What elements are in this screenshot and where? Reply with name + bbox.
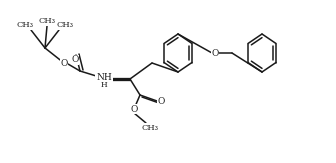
Text: NH: NH [96, 74, 112, 82]
Text: CH₃: CH₃ [16, 21, 34, 29]
Text: H: H [101, 81, 107, 89]
Text: O: O [157, 96, 165, 105]
Text: CH₃: CH₃ [141, 124, 159, 132]
Text: CH₃: CH₃ [56, 21, 74, 29]
Text: O: O [211, 49, 219, 58]
Text: O: O [71, 55, 79, 65]
Text: CH₃: CH₃ [39, 17, 55, 25]
Text: O: O [130, 104, 138, 113]
Text: O: O [60, 59, 68, 67]
